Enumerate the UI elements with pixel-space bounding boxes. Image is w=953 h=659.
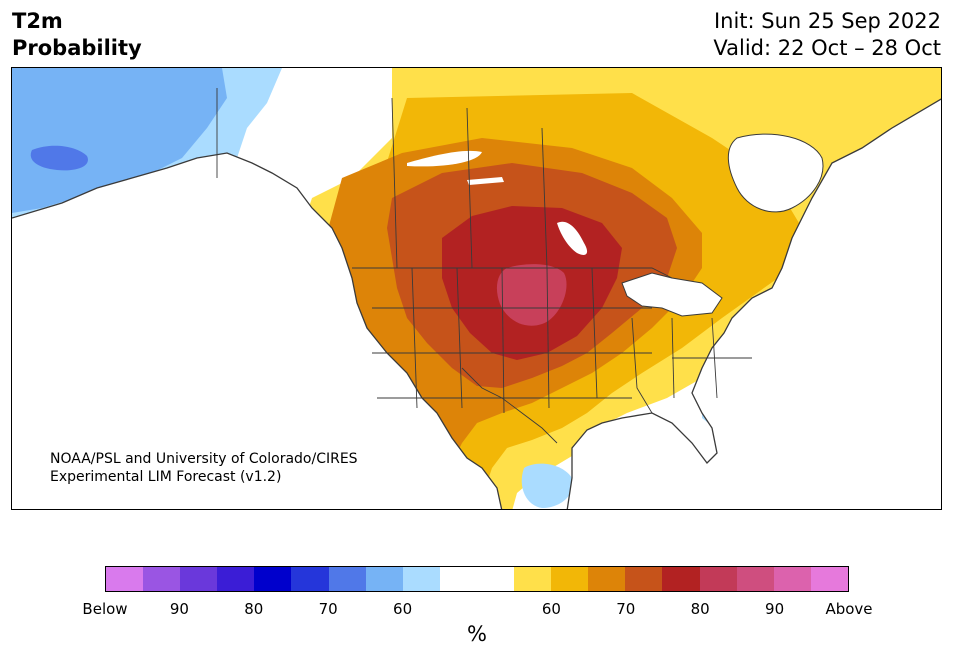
political-borders: [216, 88, 752, 444]
colorbar: [105, 566, 849, 592]
credit-line-1: NOAA/PSL and University of Colorado/CIRE…: [50, 451, 358, 467]
colorbar-segment: [736, 567, 774, 591]
colorbar-tick-label: 90: [169, 600, 189, 618]
forecast-dates: Init: Sun 25 Sep 2022 Valid: 22 Oct – 28…: [713, 8, 941, 62]
colorbar-segment: [402, 567, 440, 591]
valid-range: Valid: 22 Oct – 28 Oct: [713, 36, 941, 60]
credit-line-2: Experimental LIM Forecast (v1.2): [50, 469, 282, 485]
colorbar-segment: [551, 567, 589, 591]
colorbar-segment: [291, 567, 329, 591]
colorbar-tick-label: 80: [690, 600, 710, 618]
colorbar-tick-label: Below: [82, 600, 128, 618]
colorbar-segment: [514, 567, 552, 591]
colorbar-segment: [588, 567, 626, 591]
great-lakes: [621, 272, 723, 317]
colorbar-segment: [328, 567, 366, 591]
great-slave-lake: [407, 150, 482, 167]
colorbar-tick-label: 60: [393, 600, 413, 618]
below-60-region-mexico: [521, 463, 573, 508]
north-america-map: [12, 68, 941, 509]
colorbar-segment: [773, 567, 811, 591]
colorbar-segment: [439, 567, 477, 591]
below-70-region-alaska: [12, 68, 227, 213]
colorbar-unit-label: %: [467, 622, 487, 646]
colorbar-segment: [143, 567, 181, 591]
colorbar-segment: [180, 567, 218, 591]
colorbar-segment: [810, 567, 848, 591]
lake-athabasca: [467, 177, 504, 185]
colorbar-segment: [106, 567, 144, 591]
figure-title: T2m Probability: [12, 8, 142, 62]
coastline: [12, 98, 941, 509]
colorbar-segment: [476, 567, 515, 591]
lake-winnipeg: [557, 221, 588, 255]
init-date: Init: Sun 25 Sep 2022: [713, 9, 941, 33]
colorbar-segment: [254, 567, 292, 591]
colorbar-segment: [625, 567, 663, 591]
colorbar-tick-label: 90: [765, 600, 785, 618]
map-panel: NOAA/PSL and University of Colorado/CIRE…: [11, 67, 942, 510]
colorbar-segment: [662, 567, 700, 591]
colorbar-tick-label: 80: [244, 600, 264, 618]
title-quantity: Probability: [12, 36, 142, 60]
colorbar-tick-label: 60: [541, 600, 561, 618]
title-variable: T2m: [12, 9, 63, 33]
colorbar-segment: [699, 567, 737, 591]
credit-text: NOAA/PSL and University of Colorado/CIRE…: [50, 450, 358, 486]
colorbar-tick-label: Above: [825, 600, 873, 618]
hudson-bay: [727, 133, 824, 213]
colorbar-segment: [365, 567, 403, 591]
above-85-region: [496, 264, 567, 326]
below-80-region-alaska: [30, 145, 88, 171]
colorbar-tick-label: 70: [318, 600, 338, 618]
colorbar-tick-label: 70: [616, 600, 636, 618]
colorbar-segment: [217, 567, 255, 591]
